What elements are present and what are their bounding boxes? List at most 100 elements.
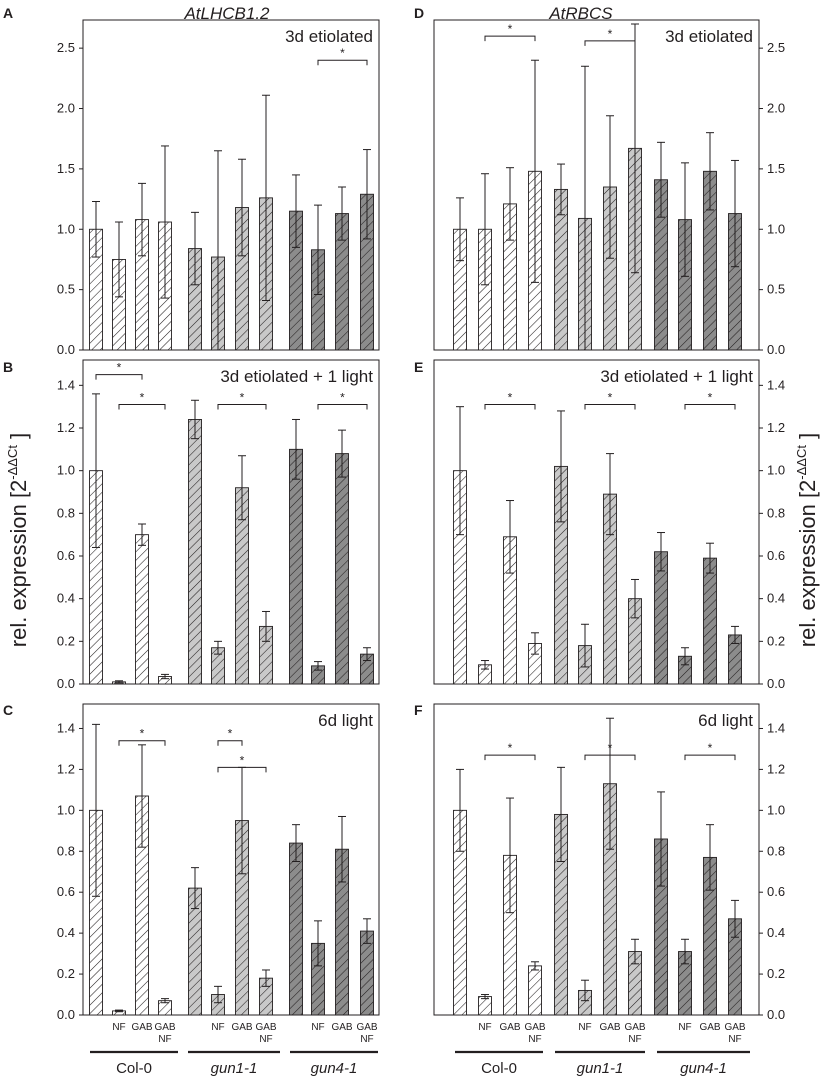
bar-1 — [89, 200, 103, 351]
panel-letter-b: B — [3, 359, 13, 375]
y-tick-label: 1.0 — [767, 221, 785, 236]
category-label: GAB — [331, 1022, 352, 1033]
y-tick-label: 1.2 — [767, 420, 785, 435]
y-tick-label: 1.0 — [57, 463, 75, 478]
bar-3 — [503, 500, 517, 685]
bar-6 — [578, 65, 592, 351]
bar-8 — [259, 969, 273, 1016]
panel-frame — [82, 703, 380, 1016]
significance-star: * — [508, 22, 513, 36]
y-tick: 1.0 — [57, 221, 83, 236]
bar-12 — [360, 149, 374, 351]
y-tick-label: 0.6 — [57, 884, 75, 899]
bar-9 — [289, 824, 303, 1016]
bar-6 — [211, 150, 225, 351]
bar-8 — [628, 23, 642, 351]
significance-star: * — [240, 753, 245, 767]
bar-7 — [235, 455, 249, 685]
bracket-line — [584, 404, 636, 410]
category-label: GAB — [599, 1022, 620, 1033]
y-tick-label: 0.6 — [767, 548, 785, 563]
y-tick: 0.6 — [57, 548, 83, 563]
bracket-line — [118, 740, 166, 746]
bracket-line — [484, 404, 536, 410]
y-tick-label: 1.2 — [57, 420, 75, 435]
y-tick-label: 1.0 — [57, 802, 75, 817]
y-tick-label: 0.4 — [57, 591, 75, 606]
panel-frame — [433, 703, 760, 1016]
bar-2 — [478, 994, 492, 1016]
y-tick: 0.8 — [759, 505, 785, 520]
y-tick: 0.6 — [759, 884, 785, 899]
bar-12 — [728, 899, 742, 1016]
bar-8 — [259, 610, 273, 685]
y-tick-label: 0.0 — [57, 1007, 75, 1022]
y-tick-label: 1.4 — [57, 377, 75, 392]
y-axis-label-left: rel. expression [2-ΔΔCt ] — [5, 433, 31, 647]
bar-10 — [311, 204, 325, 351]
significance-star: * — [340, 391, 345, 405]
y-tick-label: 0.8 — [767, 843, 785, 858]
bar-4 — [158, 145, 172, 351]
bar-12 — [728, 159, 742, 351]
bar-6 — [211, 985, 225, 1016]
significance-star: * — [508, 741, 513, 755]
bracket-line — [484, 754, 536, 761]
y-tick: 0.0 — [57, 676, 83, 691]
bar-2 — [112, 221, 126, 351]
bar-hatch — [188, 419, 202, 685]
category-label: NF — [728, 1034, 741, 1045]
y-tick: 1.4 — [57, 377, 83, 392]
bar-4 — [158, 998, 172, 1016]
panel-d: 0.0 0.5 1.0 1.5 2.0 2.5 3d etiolated * * — [433, 19, 785, 357]
bracket-line — [217, 766, 267, 773]
group-label: gun4-1 — [680, 1060, 727, 1077]
bar-11 — [335, 429, 349, 685]
bar-hatch — [703, 557, 717, 685]
bar-7 — [603, 115, 617, 351]
y-axis-label-right: rel. expression [2-ΔΔCt ] — [794, 433, 820, 647]
category-label: GAB — [699, 1022, 720, 1033]
panel-c: 0.0 0.2 0.4 0.6 0.8 1.0 1.2 1.4 6d light * * * — [57, 703, 380, 1022]
bar-4 — [528, 632, 542, 685]
bar-12 — [360, 918, 374, 1016]
y-tick-label: 1.4 — [767, 377, 785, 392]
y-tick-label: 0.5 — [57, 282, 75, 297]
bar-2 — [112, 1009, 126, 1016]
bar-2 — [112, 680, 126, 685]
y-tick: 2.0 — [759, 101, 785, 116]
y-tick: 1.0 — [759, 463, 785, 478]
bar-12 — [728, 625, 742, 685]
bar-3 — [135, 744, 149, 1016]
y-tick-label: 0.6 — [767, 884, 785, 899]
significance-bracket: * — [584, 391, 636, 410]
category-label: NF — [478, 1022, 491, 1033]
y-tick-label: 2.0 — [767, 101, 785, 116]
significance-bracket: * — [118, 727, 166, 746]
bar-1 — [453, 406, 467, 685]
bracket-line — [584, 40, 636, 46]
y-tick: 2.5 — [759, 40, 785, 55]
y-tick-label: 0.0 — [767, 1007, 785, 1022]
panel-letter-f: F — [414, 702, 423, 718]
category-label: NF — [360, 1034, 373, 1045]
y-tick-label: 0.8 — [57, 505, 75, 520]
panel-frame — [82, 19, 380, 351]
bar-3 — [503, 797, 517, 1016]
category-label: NF — [158, 1034, 171, 1045]
y-tick: 0.0 — [759, 1007, 785, 1022]
significance-star: * — [240, 391, 245, 405]
category-label: NF — [112, 1022, 125, 1033]
panel-letter-a: A — [3, 5, 13, 21]
significance-star: * — [708, 741, 713, 755]
category-label: GAB — [154, 1022, 175, 1033]
bar-12 — [360, 647, 374, 685]
bar-7 — [235, 766, 249, 1016]
y-tick: 1.0 — [57, 463, 83, 478]
bracket-line — [95, 374, 143, 380]
y-tick: 1.5 — [57, 161, 83, 176]
y-tick: 0.0 — [57, 1007, 83, 1022]
category-label: GAB — [524, 1022, 545, 1033]
bar-10 — [678, 162, 692, 351]
